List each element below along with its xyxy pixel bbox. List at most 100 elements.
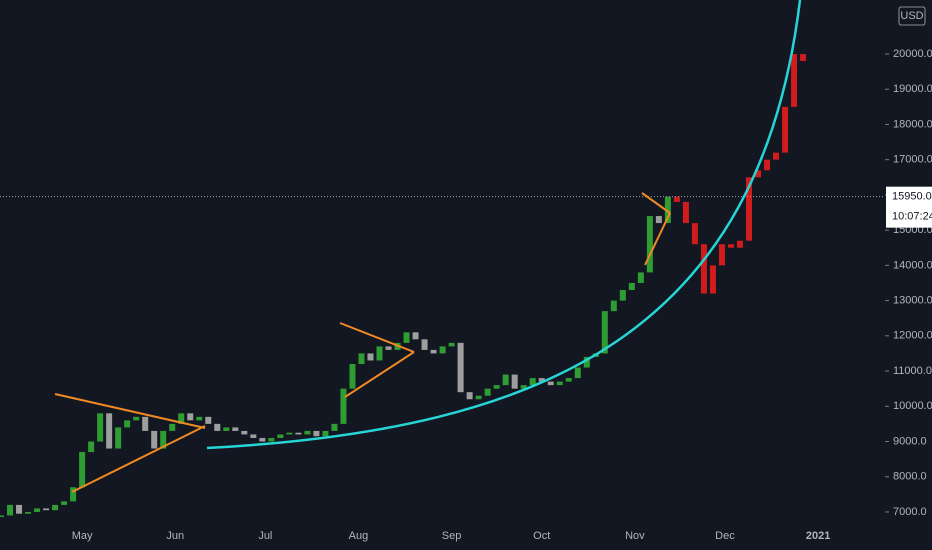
candle — [601, 311, 608, 354]
x-tick-label: Nov — [625, 530, 645, 542]
y-tick-label: 8000.0 — [893, 471, 927, 483]
candle — [124, 420, 131, 428]
candle — [403, 332, 410, 343]
candle — [295, 432, 302, 435]
trend-line — [71, 425, 206, 493]
trend-line — [641, 192, 671, 214]
x-tick-label: May — [72, 530, 93, 542]
candle — [385, 346, 392, 350]
currency: USD — [900, 10, 923, 22]
candle — [502, 374, 509, 386]
candle — [493, 385, 500, 389]
candle — [457, 342, 464, 393]
candle — [773, 152, 780, 160]
x-tick-label: Sep — [442, 530, 462, 542]
candle — [25, 511, 32, 514]
candle — [322, 430, 329, 437]
candle — [250, 434, 257, 438]
candle — [475, 395, 482, 400]
candle — [0, 515, 4, 517]
candle — [412, 332, 419, 340]
candle — [619, 290, 626, 301]
y-tick-label: 10000.0 — [893, 400, 932, 412]
x-tick-label: Jul — [258, 530, 272, 542]
candle — [538, 378, 545, 382]
parabolic-curve — [206, 0, 802, 450]
price-label: 15950.0 — [892, 191, 932, 203]
candle — [115, 427, 122, 449]
candle — [169, 423, 176, 431]
candle — [259, 437, 266, 442]
candle — [34, 508, 41, 512]
candle — [484, 388, 491, 396]
countdown: 10:07:24 — [892, 211, 932, 223]
candle — [646, 216, 653, 273]
y-tick-label: 7000.0 — [893, 506, 927, 518]
candle — [439, 346, 446, 354]
price-label-box — [886, 186, 932, 228]
y-tick-label: 9000.0 — [893, 435, 927, 447]
candle — [520, 385, 527, 389]
candle — [547, 381, 554, 386]
candle — [304, 430, 311, 435]
y-tick-label: 18000.0 — [893, 118, 932, 130]
candle — [70, 487, 77, 502]
candle — [268, 437, 275, 442]
candle — [286, 432, 293, 435]
candle — [7, 504, 14, 516]
candle — [151, 430, 158, 449]
candle — [160, 430, 167, 449]
candle — [682, 201, 689, 224]
candle — [88, 441, 95, 453]
candle — [791, 54, 798, 107]
x-tick-label: Oct — [533, 530, 550, 542]
candle — [97, 413, 104, 442]
candle — [664, 196, 671, 224]
candle — [466, 392, 473, 400]
candle — [313, 430, 320, 437]
triangle-drawings — [54, 192, 671, 493]
candle — [376, 346, 383, 361]
candle — [583, 356, 590, 368]
y-tick-label: 20000.0 — [893, 48, 932, 60]
x-tick-label: Aug — [349, 530, 369, 542]
trend-line — [644, 212, 671, 266]
candle — [142, 416, 149, 431]
candle — [610, 300, 617, 312]
candle — [52, 504, 59, 511]
y-tick-label: 11000.0 — [893, 365, 932, 377]
candle — [340, 388, 347, 424]
candle — [196, 416, 203, 421]
candle — [367, 353, 374, 361]
candle — [800, 54, 807, 62]
candle — [421, 339, 428, 350]
candle — [187, 413, 194, 421]
candle — [61, 501, 68, 505]
candle — [349, 364, 356, 389]
candle — [331, 423, 338, 431]
candle — [358, 353, 365, 365]
candle — [764, 159, 771, 171]
y-tick-label: 14000.0 — [893, 259, 932, 271]
candle — [511, 374, 518, 389]
trend-line — [344, 351, 415, 398]
candle — [709, 265, 716, 294]
x-tick-label: 2021 — [806, 530, 830, 542]
candle — [628, 282, 635, 291]
candle — [241, 430, 248, 435]
time-axis — [0, 524, 885, 550]
candle — [178, 413, 185, 424]
candle — [745, 177, 752, 241]
candle — [106, 413, 113, 449]
candle — [214, 423, 221, 431]
currency-box[interactable] — [898, 6, 926, 26]
candle — [205, 416, 212, 424]
candle — [673, 196, 680, 202]
candle — [574, 367, 581, 379]
y-tick-label: 17000.0 — [893, 154, 932, 166]
candle — [79, 452, 86, 488]
candle — [691, 223, 698, 245]
candle — [655, 216, 662, 224]
candle — [637, 272, 644, 283]
